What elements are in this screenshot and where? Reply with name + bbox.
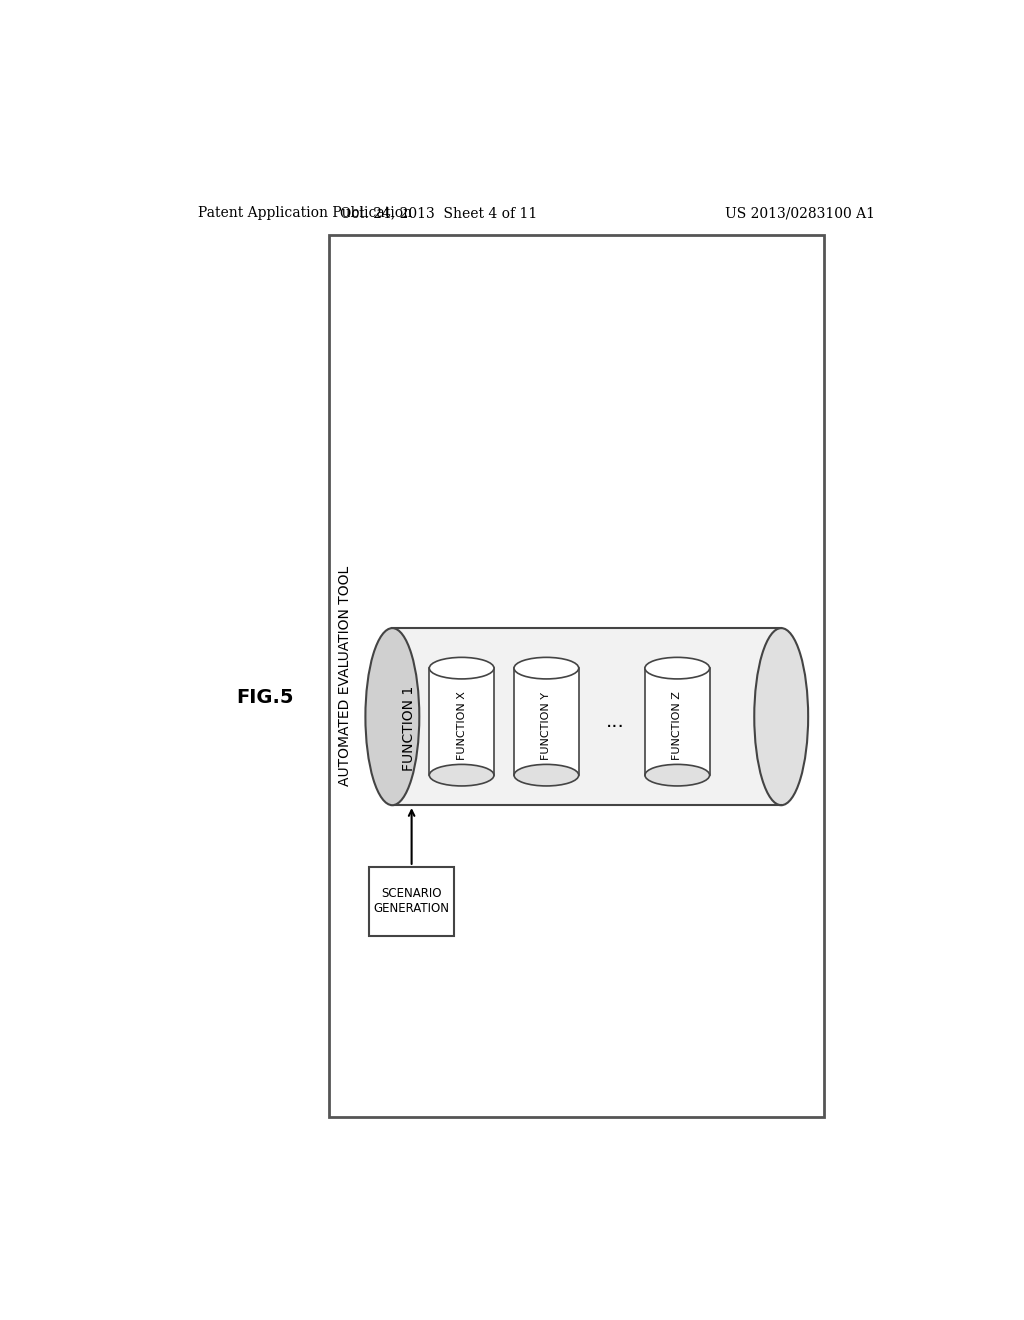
Ellipse shape [429,764,494,785]
Text: FUNCTION 1: FUNCTION 1 [402,685,417,771]
Bar [370,867,454,936]
Text: Oct. 24, 2013  Sheet 4 of 11: Oct. 24, 2013 Sheet 4 of 11 [340,206,538,220]
Text: US 2013/0283100 A1: US 2013/0283100 A1 [725,206,876,220]
Ellipse shape [755,628,808,805]
Text: FUNCTION Y: FUNCTION Y [542,692,551,759]
Text: SCENARIO
GENERATION: SCENARIO GENERATION [374,887,450,916]
Ellipse shape [514,764,579,785]
Ellipse shape [514,657,579,678]
Text: Patent Application Publication: Patent Application Publication [199,206,413,220]
Bar [645,668,710,775]
Text: FIG.5: FIG.5 [237,688,294,708]
Bar [330,235,823,1117]
Bar [429,668,494,775]
Ellipse shape [366,628,419,805]
Bar [392,628,781,805]
Bar [514,668,579,775]
Ellipse shape [429,657,494,678]
Text: FUNCTION X: FUNCTION X [457,692,467,760]
Text: AUTOMATED EVALUATION TOOL: AUTOMATED EVALUATION TOOL [338,566,351,787]
Text: ...: ... [606,713,625,731]
Text: FUNCTION Z: FUNCTION Z [673,692,682,760]
Ellipse shape [645,764,710,785]
Ellipse shape [645,657,710,678]
